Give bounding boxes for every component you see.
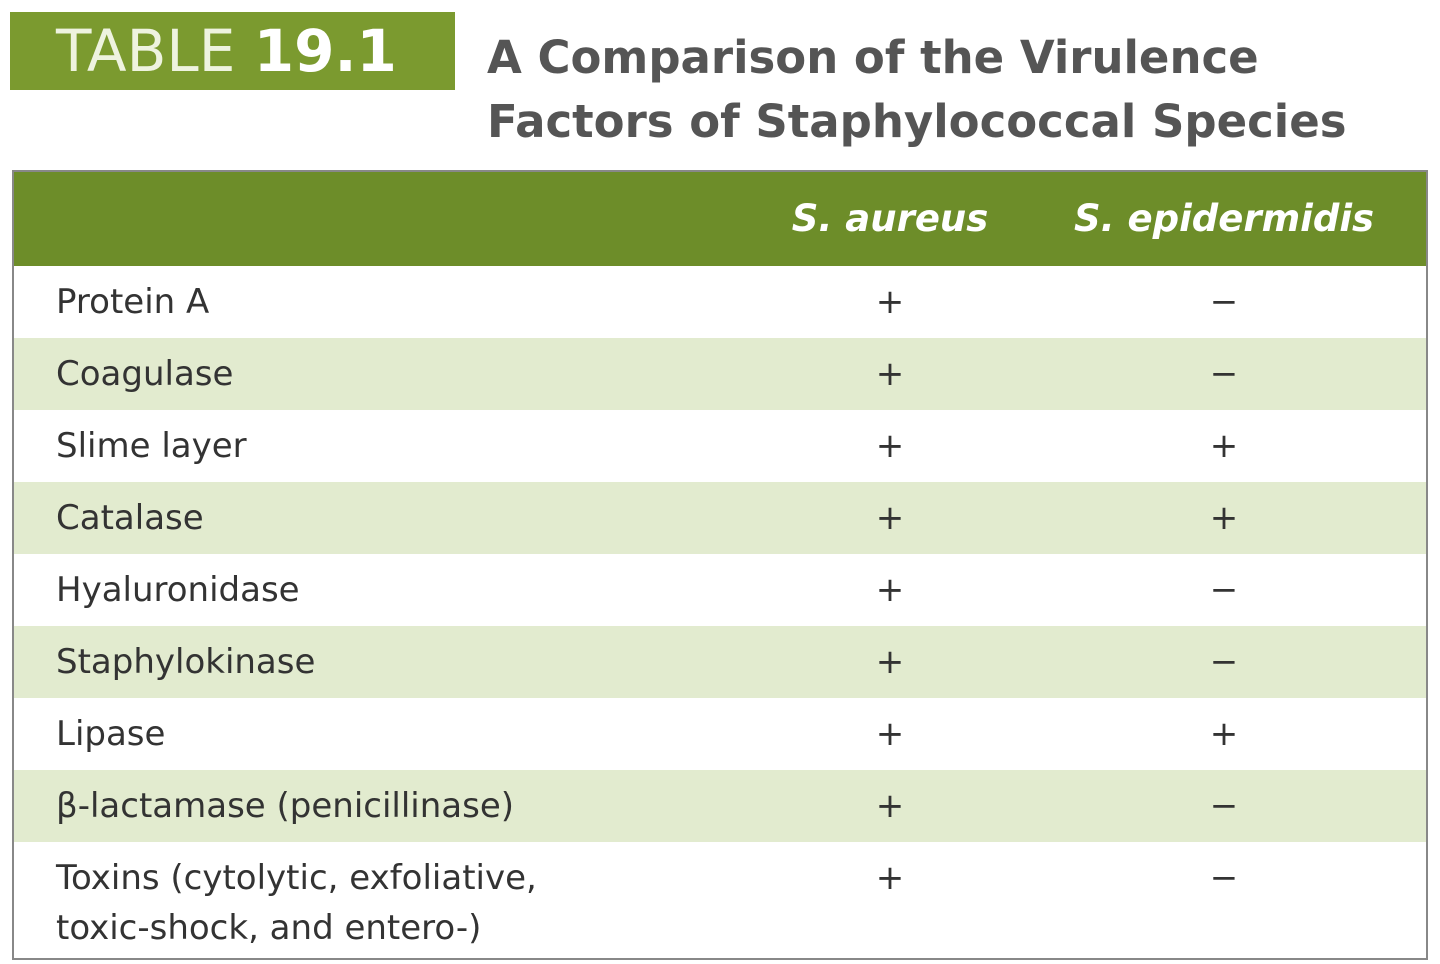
presence-mark: − bbox=[1209, 858, 1239, 898]
presence-mark: + bbox=[1209, 426, 1239, 466]
table-row: Protein A + − bbox=[14, 266, 1426, 338]
title: A Comparison of the Virulence Factors of … bbox=[487, 26, 1347, 154]
table-row: Catalase + + bbox=[14, 482, 1426, 554]
column-header: S. aureus bbox=[791, 197, 989, 240]
presence-mark: − bbox=[1209, 642, 1239, 682]
table-row: Hyaluronidase + − bbox=[14, 554, 1426, 626]
row-label: Coagulase bbox=[56, 354, 234, 394]
presence-mark: + bbox=[875, 426, 905, 466]
header-row: S. aureus S. epidermidis bbox=[14, 172, 1426, 266]
presence-mark: + bbox=[875, 282, 905, 322]
row-label: Toxins (cytolytic, exfoliative, toxic-sh… bbox=[56, 858, 537, 948]
presence-mark: + bbox=[875, 354, 905, 394]
table-row: Lipase + + bbox=[14, 698, 1426, 770]
table-row: β-lactamase (penicillinase) + − bbox=[14, 770, 1426, 842]
presence-mark: + bbox=[875, 786, 905, 826]
presence-mark: + bbox=[875, 498, 905, 538]
presence-mark: + bbox=[875, 642, 905, 682]
column-header: S. epidermidis bbox=[1073, 197, 1375, 240]
presence-mark: + bbox=[1209, 498, 1239, 538]
row-label: Slime layer bbox=[56, 426, 247, 466]
table-row: Staphylokinase + − bbox=[14, 626, 1426, 698]
table-label: TABLE 19.1 bbox=[10, 12, 455, 90]
title-line: A Comparison of the Virulence bbox=[487, 31, 1259, 84]
table-row: Toxins (cytolytic, exfoliative, toxic-sh… bbox=[14, 842, 1426, 958]
presence-mark: + bbox=[875, 714, 905, 754]
row-label: Staphylokinase bbox=[56, 642, 316, 682]
row-label: Catalase bbox=[56, 498, 204, 538]
row-label: Lipase bbox=[56, 714, 166, 754]
presence-mark: − bbox=[1209, 354, 1239, 394]
presence-mark: + bbox=[875, 570, 905, 610]
row-label: β-lactamase (penicillinase) bbox=[56, 786, 515, 826]
table-row: Slime layer + + bbox=[14, 410, 1426, 482]
presence-mark: − bbox=[1209, 282, 1239, 322]
presence-mark: + bbox=[1209, 714, 1239, 754]
table: S. aureus S. epidermidis Protein A + − Coagul… bbox=[12, 170, 1428, 960]
row-label: Protein A bbox=[56, 282, 210, 322]
presence-mark: + bbox=[875, 858, 905, 898]
title-line: Factors of Staphylococcal Species bbox=[487, 95, 1347, 148]
label-text: TABLE bbox=[56, 17, 236, 85]
label-number: 19.1 bbox=[253, 17, 397, 85]
row-label: Hyaluronidase bbox=[56, 570, 300, 610]
presence-mark: − bbox=[1209, 570, 1239, 610]
table-row: Coagulase + − bbox=[14, 338, 1426, 410]
presence-mark: − bbox=[1209, 786, 1239, 826]
